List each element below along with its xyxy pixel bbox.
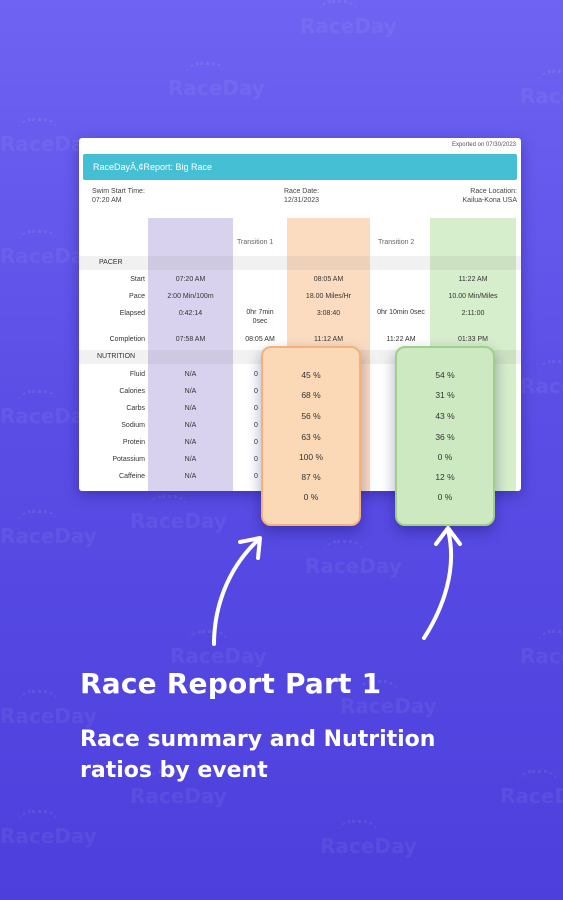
t1-cell: 0 <box>254 473 258 480</box>
race-date-value: 12/31/2023 <box>284 197 320 204</box>
watermark-logo: RaceDay <box>0 510 97 548</box>
swim-start-meta: Swim Start Time: 07:20 AM <box>92 187 145 205</box>
t1-cell: 08:05 AM <box>245 336 275 343</box>
bike-cell: 08:05 AM <box>313 276 344 283</box>
swim-cell: N/A <box>184 388 197 395</box>
run-cell: 11:22 AM <box>458 276 488 283</box>
run-cell: 2:11:00 <box>461 310 485 317</box>
t1-cell: 0 <box>254 456 258 463</box>
export-date: Exported on 07/30/2023 <box>451 142 516 148</box>
ratio-value: 56 % <box>301 411 321 421</box>
t1-cell: 0hr 7min 0sec <box>246 309 274 325</box>
swim-cell: N/A <box>184 473 197 480</box>
ratio-value: 63 % <box>301 432 321 442</box>
row-label: Pace <box>129 293 145 300</box>
watermark-logo: RaceDay <box>130 495 227 533</box>
ratio-value: 0 % <box>437 492 453 502</box>
row-label: Elapsed <box>119 310 145 317</box>
curved-arrow-icon <box>422 526 462 640</box>
row-label: Potassium <box>112 456 145 463</box>
watermark-logo: RaceDay <box>320 820 417 858</box>
swim-cell: N/A <box>184 439 197 446</box>
ratio-value: 54 % <box>435 370 455 380</box>
watermark-logo: RaceDay <box>520 630 563 668</box>
swim-column-band <box>148 218 233 491</box>
ratio-value: 36 % <box>435 432 455 442</box>
watermark-logo: RaceDay <box>520 70 563 108</box>
swim-cell: 2:00 Min/100m <box>167 293 214 300</box>
run-cell: 10.00 Min/Miles <box>448 293 498 300</box>
transition-1-label: Transition 1 <box>237 239 274 246</box>
swim-cell: 0:42:14 <box>178 310 203 317</box>
ratio-value: 68 % <box>301 390 321 400</box>
ratio-value: 45 % <box>301 370 321 380</box>
swim-cell: 07:58 AM <box>175 336 206 343</box>
row-label: Caffeine <box>119 473 145 480</box>
row-label: Protein <box>122 439 145 446</box>
run-cell: 01:33 PM <box>458 336 488 343</box>
ratio-value: 87 % <box>301 472 321 482</box>
t1-cell: 0 <box>254 439 258 446</box>
race-location-value: Kailua-Kona USA <box>462 197 517 204</box>
race-location-meta: Race Location: Kailua-Kona USA <box>463 187 517 205</box>
watermark-logo: RaceDay <box>520 360 563 398</box>
curved-arrow-icon <box>212 536 262 646</box>
bike-nutrition-ratio-card: 45 % 68 % 56 % 63 % 100 % 87 % 0 % <box>261 346 361 526</box>
t2-cell: 0hr 10min 0sec <box>377 309 425 316</box>
swim-cell: N/A <box>184 422 197 429</box>
row-label: Carbs <box>126 405 145 412</box>
ratio-value: 0 % <box>303 492 319 502</box>
swim-cell: N/A <box>184 456 197 463</box>
run-nutrition-ratio-card: 54 % 31 % 43 % 36 % 0 % 12 % 0 % <box>395 346 495 526</box>
row-label: Fluid <box>129 371 145 378</box>
bike-cell: 18.00 Miles/Hr <box>305 293 352 300</box>
headline: Race Report Part 1 <box>80 667 382 700</box>
bike-cell: 3:08:40 <box>316 310 341 317</box>
swim-start-value: 07:20 AM <box>92 197 122 204</box>
row-label: Start <box>130 276 145 283</box>
watermark-logo: RaceDay <box>305 540 402 578</box>
watermark-logo: RaceDay <box>0 810 97 848</box>
race-date-meta: Race Date: 12/31/2023 <box>284 187 319 205</box>
watermark-logo: RaceDay <box>500 770 563 808</box>
ratio-value: 31 % <box>435 390 455 400</box>
swim-cell: N/A <box>184 371 197 378</box>
bike-cell: 11:12 AM <box>313 336 344 343</box>
ratio-value: 0 % <box>437 452 453 462</box>
race-date-label: Race Date: <box>284 188 320 195</box>
ratio-value: 43 % <box>435 411 455 421</box>
t1-cell: 0 <box>254 388 258 395</box>
report-title-bar: RaceDayÂ,¢Report: Big Race <box>83 154 517 180</box>
watermark-logo: RaceDay <box>300 0 397 38</box>
race-location-label: Race Location: <box>470 188 517 195</box>
row-label: Calories <box>119 388 145 395</box>
swim-start-label: Swim Start Time: <box>92 188 145 195</box>
t1-cell: 0 <box>254 405 258 412</box>
pacer-section-header: PACER <box>79 256 521 270</box>
watermark-logo: RaceDay <box>168 62 265 100</box>
ratio-value: 12 % <box>435 472 455 482</box>
t1-cell: 0 <box>254 422 258 429</box>
subheadline: Race summary and Nutrition ratios by eve… <box>80 727 436 783</box>
ratio-value: 100 % <box>298 452 324 462</box>
row-label: Sodium <box>121 422 145 429</box>
t2-cell: 11:22 AM <box>386 336 416 343</box>
t1-cell: 0 <box>254 371 258 378</box>
swim-cell: 07:20 AM <box>175 276 206 283</box>
transition-2-label: Transition 2 <box>378 239 415 246</box>
row-label: Completion <box>109 336 145 343</box>
swim-cell: N/A <box>184 405 197 412</box>
